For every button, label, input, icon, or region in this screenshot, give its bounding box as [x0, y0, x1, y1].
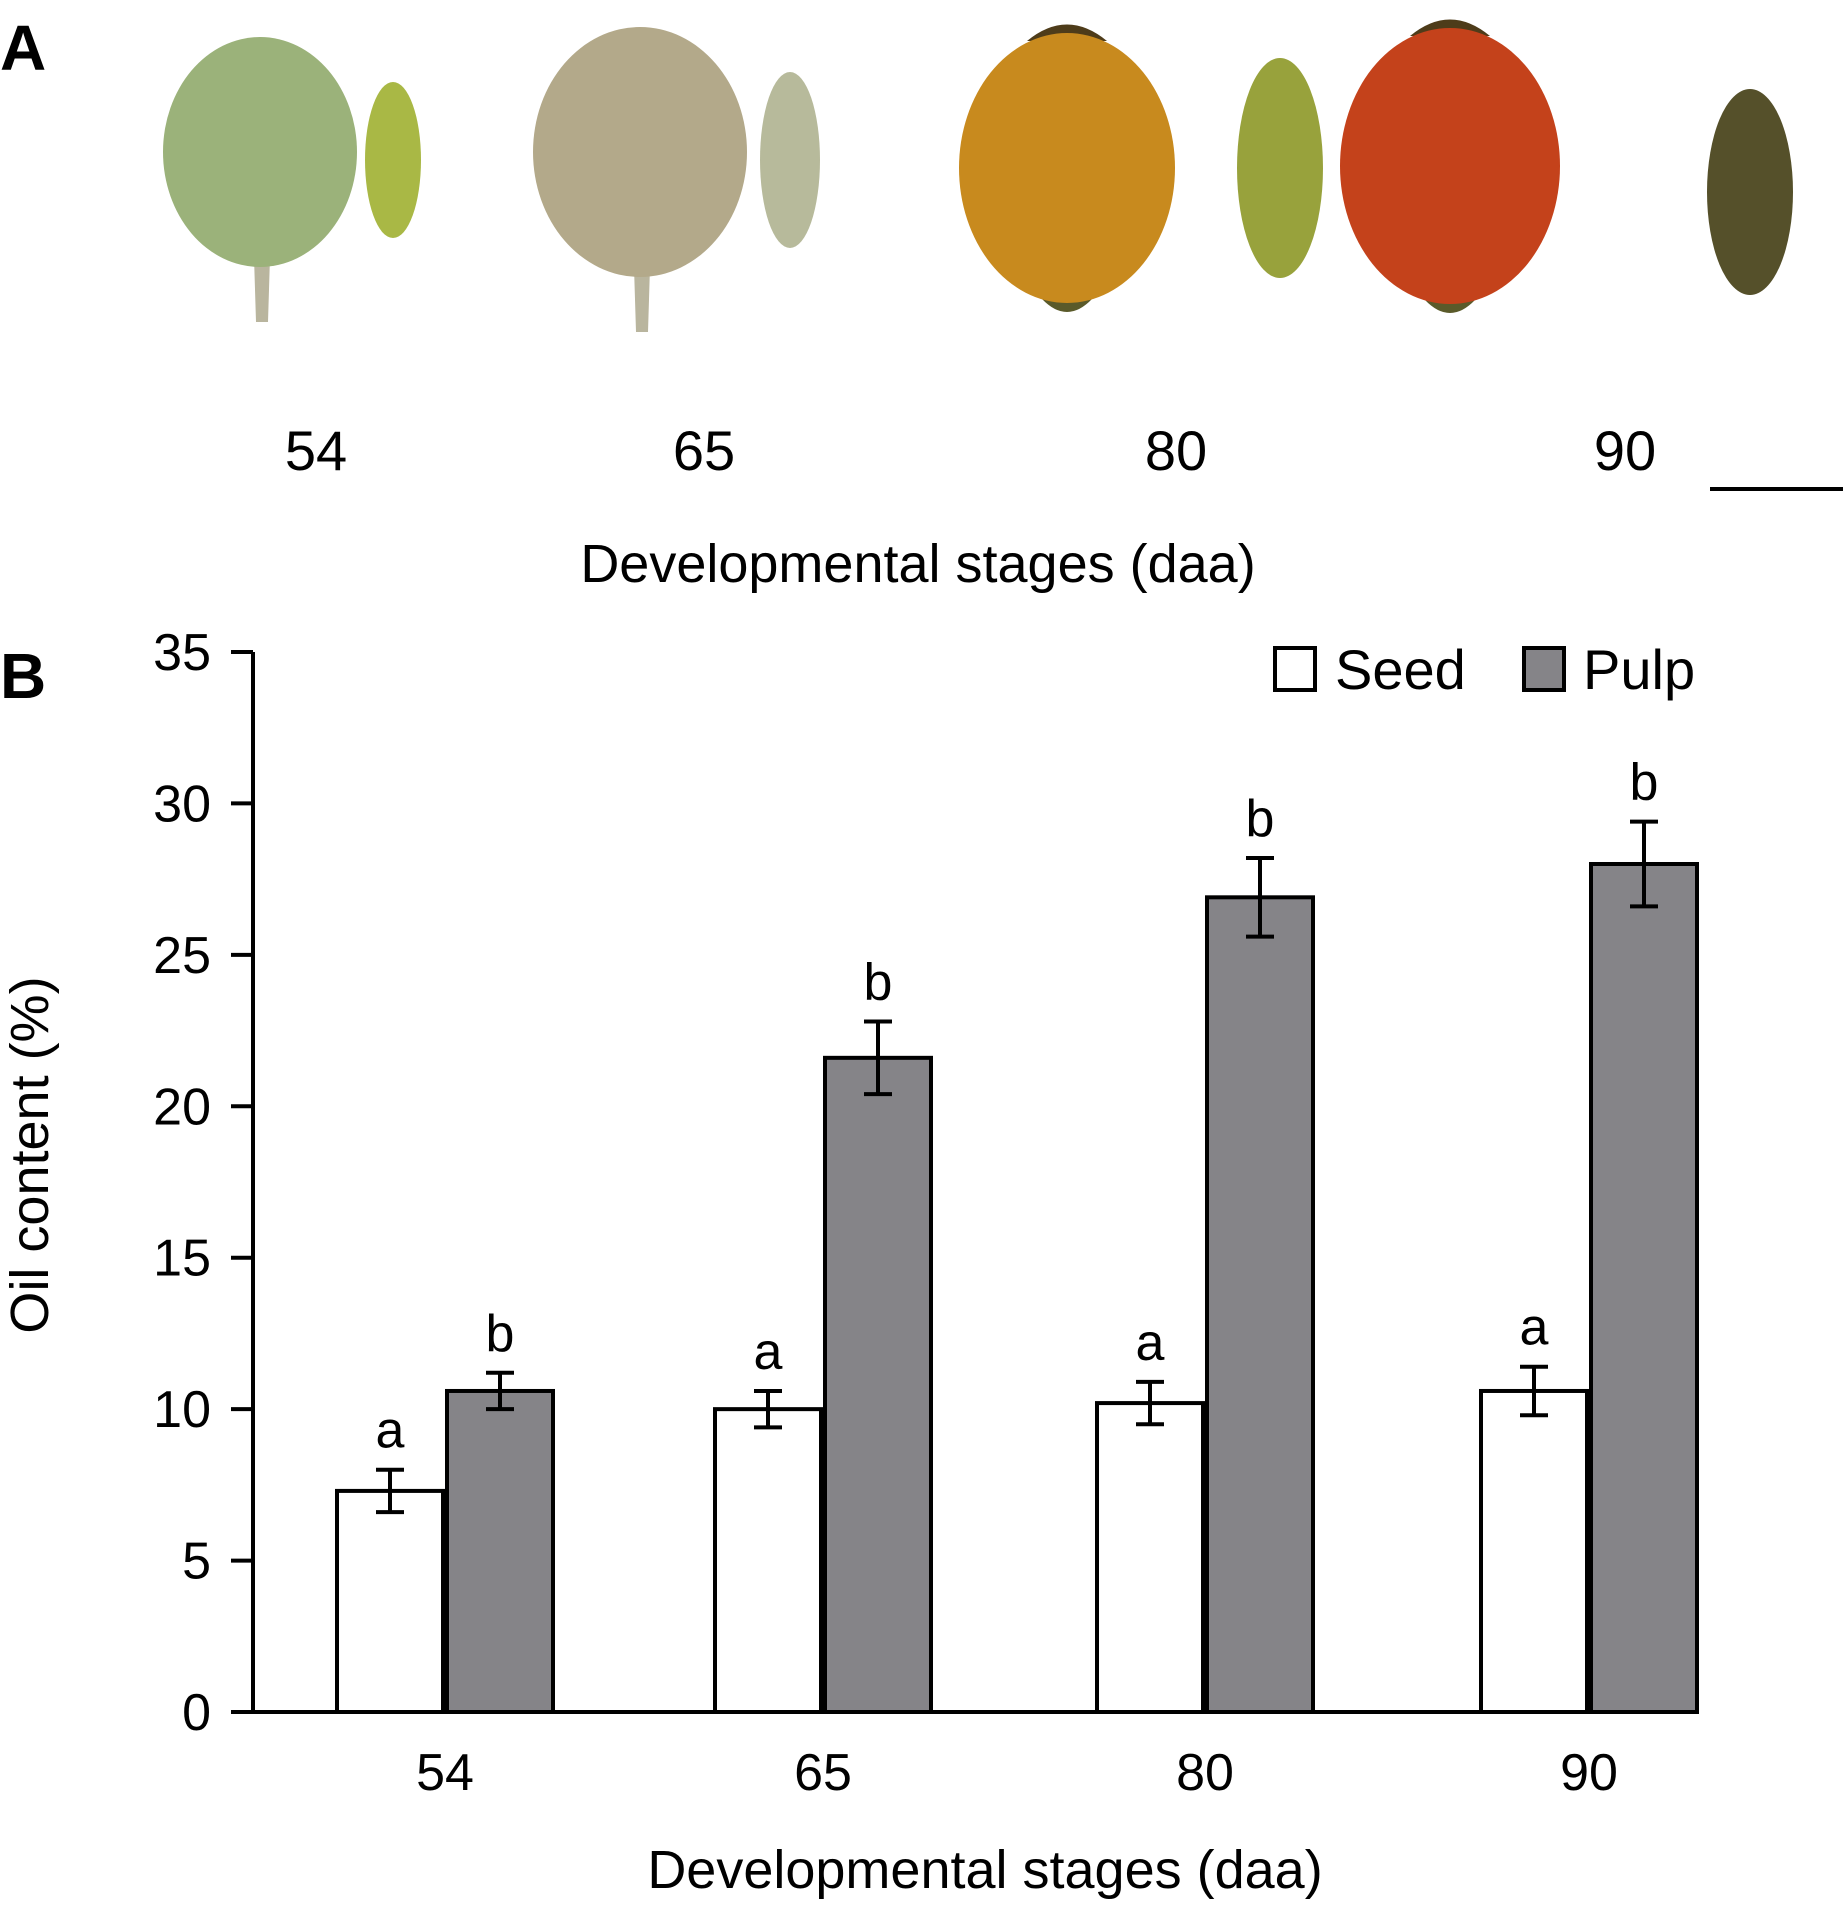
y-tick-label: 5 [182, 1533, 211, 1591]
bar-pulp-80 [1205, 895, 1315, 1714]
y-tick-label: 20 [153, 1078, 211, 1136]
significance-label: a [376, 1402, 405, 1460]
panel-b-letter: B [0, 640, 46, 712]
stage-label-54: 54 [285, 419, 347, 482]
y-tick-label: 10 [153, 1381, 211, 1439]
y-tick-label: 0 [182, 1684, 211, 1742]
x-tick-label-90: 90 [1560, 1744, 1618, 1802]
legend-swatch-pulp [1522, 646, 1566, 692]
fruit-body [533, 27, 747, 277]
significance-label: b [1630, 754, 1659, 812]
legend-swatch-seed [1273, 646, 1317, 692]
panel-b: B 0 5 10 15 20 25 30 35 54 65 80 90 a b a b a b a b Oil c… [0, 624, 1699, 1900]
seed-body [365, 82, 421, 238]
bar-pulp-54 [445, 1388, 555, 1714]
significance-label: a [1520, 1299, 1549, 1357]
bar-seed-65 [713, 1407, 823, 1714]
fruit-body [163, 37, 357, 267]
fruit-stalk [254, 257, 270, 322]
bar-pulp-90 [1589, 862, 1699, 1714]
stage-label-90: 90 [1594, 419, 1656, 482]
x-tick-label-65: 65 [794, 1744, 852, 1802]
fruit-photos [163, 19, 1793, 332]
bar-seed-80 [1095, 1401, 1205, 1714]
stage-label-80: 80 [1145, 419, 1207, 482]
legend: Seed Pulp [1273, 638, 1695, 701]
x-tick-label-54: 54 [416, 1744, 474, 1802]
fruit-photo-65 [533, 27, 820, 332]
panel-a: A 54 65 80 90 Developmental stages (daa) [0, 12, 1843, 594]
bar-seed-90 [1479, 1388, 1589, 1714]
legend-label-pulp: Pulp [1583, 638, 1695, 701]
panel-a-xlabel: Developmental stages (daa) [580, 534, 1255, 594]
y-tick-label: 15 [153, 1230, 211, 1288]
bar-seed-54 [335, 1488, 445, 1715]
fruit-body [1340, 28, 1560, 304]
x-axis: 54 65 80 90 [253, 1710, 1697, 1802]
legend-label-seed: Seed [1335, 638, 1466, 701]
y-tick-label: 25 [153, 927, 211, 985]
y-axis: 0 5 10 15 20 25 30 35 [153, 624, 255, 1742]
fruit-base [1042, 299, 1092, 312]
fruit-body [959, 33, 1175, 303]
fruit-photo-80 [959, 24, 1323, 312]
stage-label-65: 65 [673, 419, 735, 482]
y-tick-label: 35 [153, 624, 211, 682]
fruit-base [1425, 300, 1475, 313]
bars: a b a b a b a b [335, 754, 1699, 1715]
x-tick-label-80: 80 [1176, 1744, 1234, 1802]
fruit-stalk [634, 267, 650, 332]
seed-body [760, 72, 820, 248]
significance-label: b [1246, 790, 1275, 848]
seed-body [1707, 89, 1793, 295]
x-axis-title: Developmental stages (daa) [647, 1840, 1322, 1900]
y-axis-title: Oil content (%) [0, 976, 60, 1333]
fruit-photo-54 [163, 37, 421, 322]
panel-a-letter: A [0, 12, 46, 84]
significance-label: b [486, 1305, 515, 1363]
seed-body [1237, 58, 1323, 278]
bar-pulp-65 [823, 1055, 933, 1715]
significance-label: a [754, 1323, 783, 1381]
significance-label: b [864, 953, 893, 1011]
fruit-photo-90 [1340, 19, 1793, 313]
stage-labels: 54 65 80 90 [285, 419, 1656, 482]
significance-label: a [1136, 1314, 1165, 1372]
y-tick-label: 30 [153, 775, 211, 833]
